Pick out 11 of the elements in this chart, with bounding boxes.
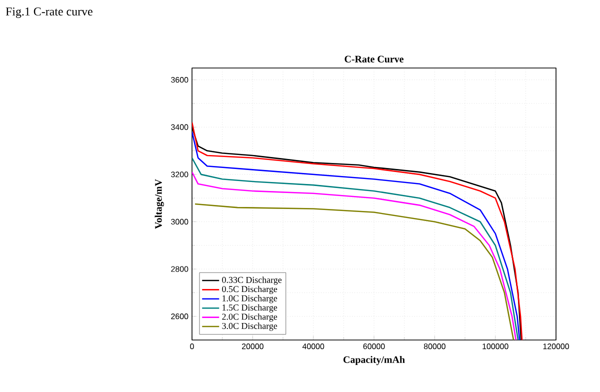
legend-label: 1.0C Discharge (222, 295, 278, 304)
y-axis-title: Voltage/mV (154, 179, 164, 229)
legend-label: 3.0C Discharge (222, 322, 278, 331)
legend-label: 2.0C Discharge (222, 313, 278, 322)
line-series (194, 203, 514, 340)
legend-label: 0.33C Discharge (222, 276, 282, 285)
caption: Fig.1 C-rate curve (6, 8, 92, 18)
x-axis-title: Capacity/mAh (343, 356, 405, 366)
legend-label: 1.5C Discharge (222, 304, 278, 312)
legend-label: 0.5C Discharge (222, 286, 278, 294)
chart-title: C-Rate Curve (344, 56, 404, 62)
